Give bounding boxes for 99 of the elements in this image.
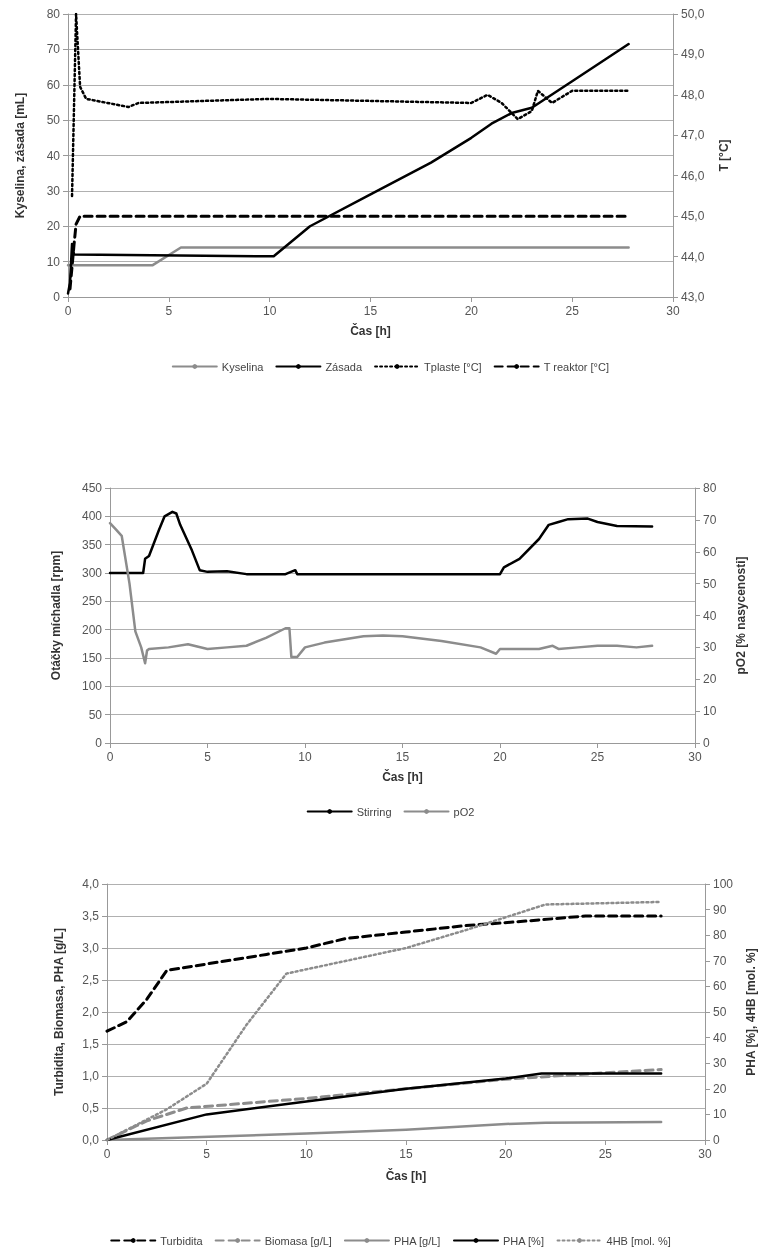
line-series <box>105 914 663 1033</box>
x-tick-label: 15 <box>363 304 378 318</box>
y-tick-label: 1,5 <box>82 1037 100 1051</box>
y2-tick-label: 50 <box>703 576 717 591</box>
y-tick-label: 150 <box>81 651 103 665</box>
legend-label: PHA [%] <box>502 1234 544 1247</box>
y2-tick-label: 50,0 <box>681 7 705 21</box>
x-axis-title: Čas [h] <box>350 323 391 338</box>
y2-tick-label: 50 <box>713 1005 727 1019</box>
y2-tick-label: 70 <box>703 512 717 527</box>
x-tick-label: 10 <box>299 1147 314 1161</box>
x-tick-label: 25 <box>598 1147 613 1161</box>
y-tick-label: 300 <box>81 566 103 580</box>
y-axis-title: Kyselina, zásada [mL] <box>13 92 27 219</box>
y2-tick-label: 80 <box>703 481 717 495</box>
y2-tick-label: 20 <box>713 1081 727 1096</box>
y-tick-label: 60 <box>46 77 61 92</box>
legend-label: Zásada <box>325 360 363 373</box>
y-tick-label: 0 <box>53 290 61 304</box>
y2-tick-label: 43,0 <box>681 290 705 304</box>
y2-axis-title: T [°C] <box>717 139 731 172</box>
legend-label: Stirring <box>356 805 392 818</box>
legend-label: Biomasa [g/L] <box>264 1234 332 1247</box>
y-axis-title: Turbidita, Biomasa, PHA [g/L] <box>52 927 66 1097</box>
x-tick-label: 25 <box>565 304 580 318</box>
y-tick-label: 1,0 <box>82 1069 100 1083</box>
x-tick-label: 0 <box>64 304 72 318</box>
x-tick-label: 5 <box>203 1147 211 1161</box>
y2-tick-label: 90 <box>713 902 727 917</box>
x-tick-label: 5 <box>165 304 173 318</box>
x-tick-label: 0 <box>106 750 114 764</box>
y-tick-label: 2,0 <box>82 1005 100 1019</box>
legend-label: T reaktor [°C] <box>543 360 609 373</box>
x-tick-label: 20 <box>464 304 479 318</box>
y2-tick-label: 0 <box>713 1133 720 1147</box>
x-tick-label: 20 <box>493 750 507 764</box>
y-tick-label: 70 <box>46 42 61 57</box>
x-tick-label: 25 <box>590 750 605 764</box>
y2-tick-label: 30 <box>703 640 717 655</box>
y-tick-label: 350 <box>81 537 103 552</box>
x-tick-label: 10 <box>262 304 277 318</box>
y-tick-label: 40 <box>46 148 61 163</box>
legend-label: pO2 <box>453 805 475 818</box>
y-tick-label: 50 <box>88 707 103 722</box>
y2-tick-label: 10 <box>713 1107 727 1122</box>
x-tick-label: 5 <box>204 750 212 764</box>
y2-tick-label: 60 <box>703 544 717 559</box>
y2-tick-label: 46,0 <box>681 168 705 183</box>
y2-tick-label: 44,0 <box>681 249 705 264</box>
line-series <box>108 510 654 576</box>
y2-tick-label: 60 <box>713 979 727 994</box>
y2-tick-label: 45,0 <box>681 209 705 224</box>
x-tick-label: 20 <box>498 1147 513 1161</box>
x-tick-label: 30 <box>688 750 702 764</box>
line-series <box>108 521 654 665</box>
y-tick-label: 0,5 <box>82 1101 100 1115</box>
x-axis-title: Čas [h] <box>385 1168 427 1183</box>
y2-tick-label: 70 <box>713 953 727 968</box>
y2-axis-title: PHA [%], 4HB [mol. %] <box>744 948 758 1076</box>
y-tick-label: 30 <box>46 183 61 198</box>
y-tick-label: 400 <box>81 509 103 524</box>
y2-tick-label: 48,0 <box>681 87 705 102</box>
y2-tick-label: 0 <box>703 736 710 750</box>
y2-tick-label: 30 <box>713 1056 727 1071</box>
y-tick-label: 80 <box>46 7 61 21</box>
x-tick-label: 10 <box>298 750 312 764</box>
y-tick-label: 0 <box>95 736 103 750</box>
legend-label: 4HB [mol. %] <box>606 1234 671 1247</box>
y-axis-title: Otáčky míchadla [rpm] <box>49 550 63 681</box>
legend-label: Turbidita <box>160 1234 204 1247</box>
y2-tick-label: 40 <box>703 608 717 623</box>
legend-label: PHA [g/L] <box>393 1234 441 1247</box>
y-tick-label: 250 <box>81 594 103 609</box>
y2-tick-label: 40 <box>713 1030 727 1045</box>
y-tick-label: 3,5 <box>82 909 100 923</box>
x-tick-label: 30 <box>666 304 680 318</box>
y-tick-label: 0,0 <box>82 1133 100 1147</box>
y-tick-label: 20 <box>46 219 61 234</box>
y2-tick-label: 10 <box>703 704 717 719</box>
x-tick-label: 15 <box>395 750 410 764</box>
legend-label: Tplaste [°C] <box>424 360 482 373</box>
y-tick-label: 2,5 <box>82 973 100 987</box>
y2-tick-label: 20 <box>703 672 717 687</box>
y2-tick-label: 47,0 <box>681 128 705 143</box>
y-tick-label: 450 <box>81 481 103 495</box>
y2-tick-label: 49,0 <box>681 47 705 62</box>
x-axis-title: Čas [h] <box>382 769 423 784</box>
y2-tick-label: 80 <box>713 928 727 943</box>
y-tick-label: 4,0 <box>82 877 100 891</box>
x-tick-label: 15 <box>399 1147 413 1161</box>
y-tick-label: 10 <box>46 254 61 269</box>
y-tick-label: 100 <box>81 679 103 694</box>
y-tick-label: 3,0 <box>82 941 100 955</box>
y2-tick-label: 100 <box>713 877 734 891</box>
legend-label: Kyselina <box>221 360 265 373</box>
y-tick-label: 200 <box>81 622 103 637</box>
y2-axis-title: pO2 [% nasycenosti] <box>734 556 748 675</box>
y-tick-label: 50 <box>46 113 61 128</box>
x-tick-label: 30 <box>698 1147 712 1161</box>
